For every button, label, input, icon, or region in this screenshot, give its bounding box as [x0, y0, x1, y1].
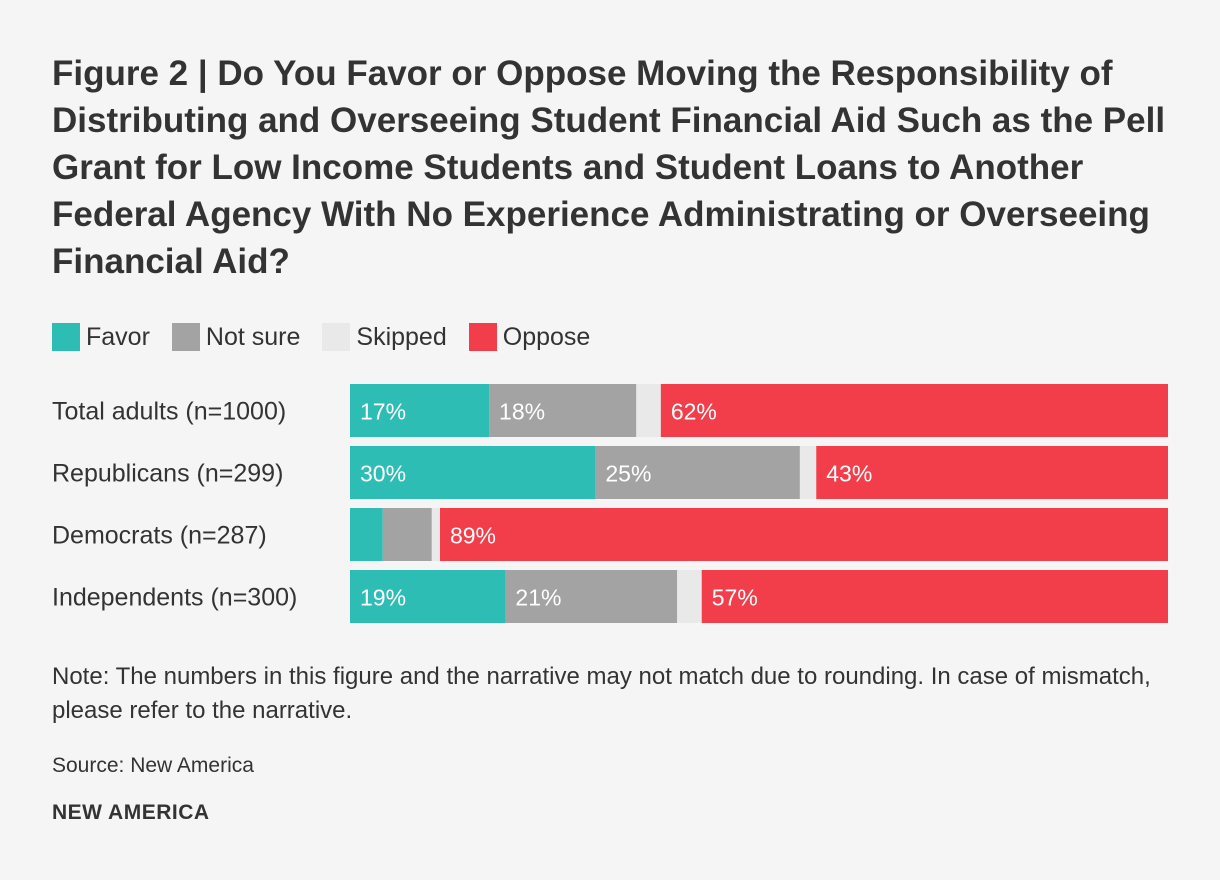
legend-item-oppose: Oppose — [468, 322, 591, 352]
legend-label-not-sure: Not sure — [205, 322, 301, 351]
data-label-favor-total-adults-n-1000: 17% — [360, 399, 406, 425]
chart-note: Note: The numbers in this figure and the… — [52, 663, 1151, 724]
brand-logo-text: NEW AMERICA — [52, 801, 210, 824]
legend-item-favor: Favor — [52, 323, 150, 352]
data-label-not-sure-republicans-n-299: 25% — [605, 461, 651, 487]
bar-skipped-republicans-n-299 — [799, 446, 817, 499]
bar-favor-independents-n-300 — [350, 570, 506, 623]
legend-swatch-skipped — [322, 323, 351, 351]
chart-source: Source: New America — [52, 754, 254, 777]
legend-swatch-oppose — [468, 323, 497, 351]
category-label-democrats-n-287: Democrats (n=287) — [52, 522, 267, 550]
legend-label-oppose: Oppose — [502, 322, 591, 351]
data-label-not-sure-independents-n-300: 21% — [515, 585, 561, 611]
data-label-favor-republicans-n-299: 30% — [360, 461, 406, 487]
legend-label-skipped: Skipped — [356, 322, 447, 351]
data-label-oppose-total-adults-n-1000: 62% — [671, 399, 717, 425]
bar-skipped-independents-n-300 — [677, 570, 702, 623]
bar-skipped-democrats-n-287 — [431, 508, 440, 561]
bar-favor-republicans-n-299 — [350, 446, 596, 499]
bar-oppose-total-adults-n-1000 — [660, 384, 1168, 437]
data-label-not-sure-total-adults-n-1000: 18% — [499, 399, 545, 425]
bar-oppose-republicans-n-299 — [816, 446, 1168, 499]
data-label-oppose-democrats-n-287: 89% — [450, 523, 496, 549]
data-label-oppose-independents-n-300: 57% — [712, 585, 758, 611]
bar-skipped-total-adults-n-1000 — [636, 384, 661, 437]
legend: Favor Not sure Skipped Oppose — [52, 321, 612, 353]
category-label-republicans-n-299: Republicans (n=299) — [52, 460, 283, 488]
legend-item-skipped: Skipped — [322, 322, 447, 352]
bar-oppose-independents-n-300 — [701, 570, 1168, 623]
bar-not-sure-total-adults-n-1000 — [489, 384, 637, 437]
legend-item-not-sure: Not sure — [171, 322, 301, 352]
category-label-independents-n-300: Independents (n=300) — [52, 584, 297, 612]
chart-title: Figure 2 | Do You Favor or Oppose Moving… — [52, 54, 1166, 281]
bar-favor-total-adults-n-1000 — [350, 384, 490, 437]
legend-swatch-favor — [52, 323, 80, 351]
data-label-oppose-republicans-n-299: 43% — [826, 461, 872, 487]
data-label-favor-independents-n-300: 19% — [360, 585, 406, 611]
bar-oppose-democrats-n-287 — [439, 508, 1169, 561]
stacked-bar-chart: Total adults (n=1000) 17% 18% 62% Republican… — [52, 384, 1169, 623]
category-label-total-adults-n-1000: Total adults (n=1000) — [52, 398, 286, 426]
legend-label-favor: Favor — [86, 322, 150, 351]
bar-not-sure-democrats-n-287 — [382, 508, 432, 561]
bar-not-sure-independents-n-300 — [505, 570, 678, 623]
bar-not-sure-republicans-n-299 — [595, 446, 800, 499]
bar-favor-democrats-n-287 — [350, 508, 383, 561]
legend-swatch-not-sure — [171, 323, 200, 351]
